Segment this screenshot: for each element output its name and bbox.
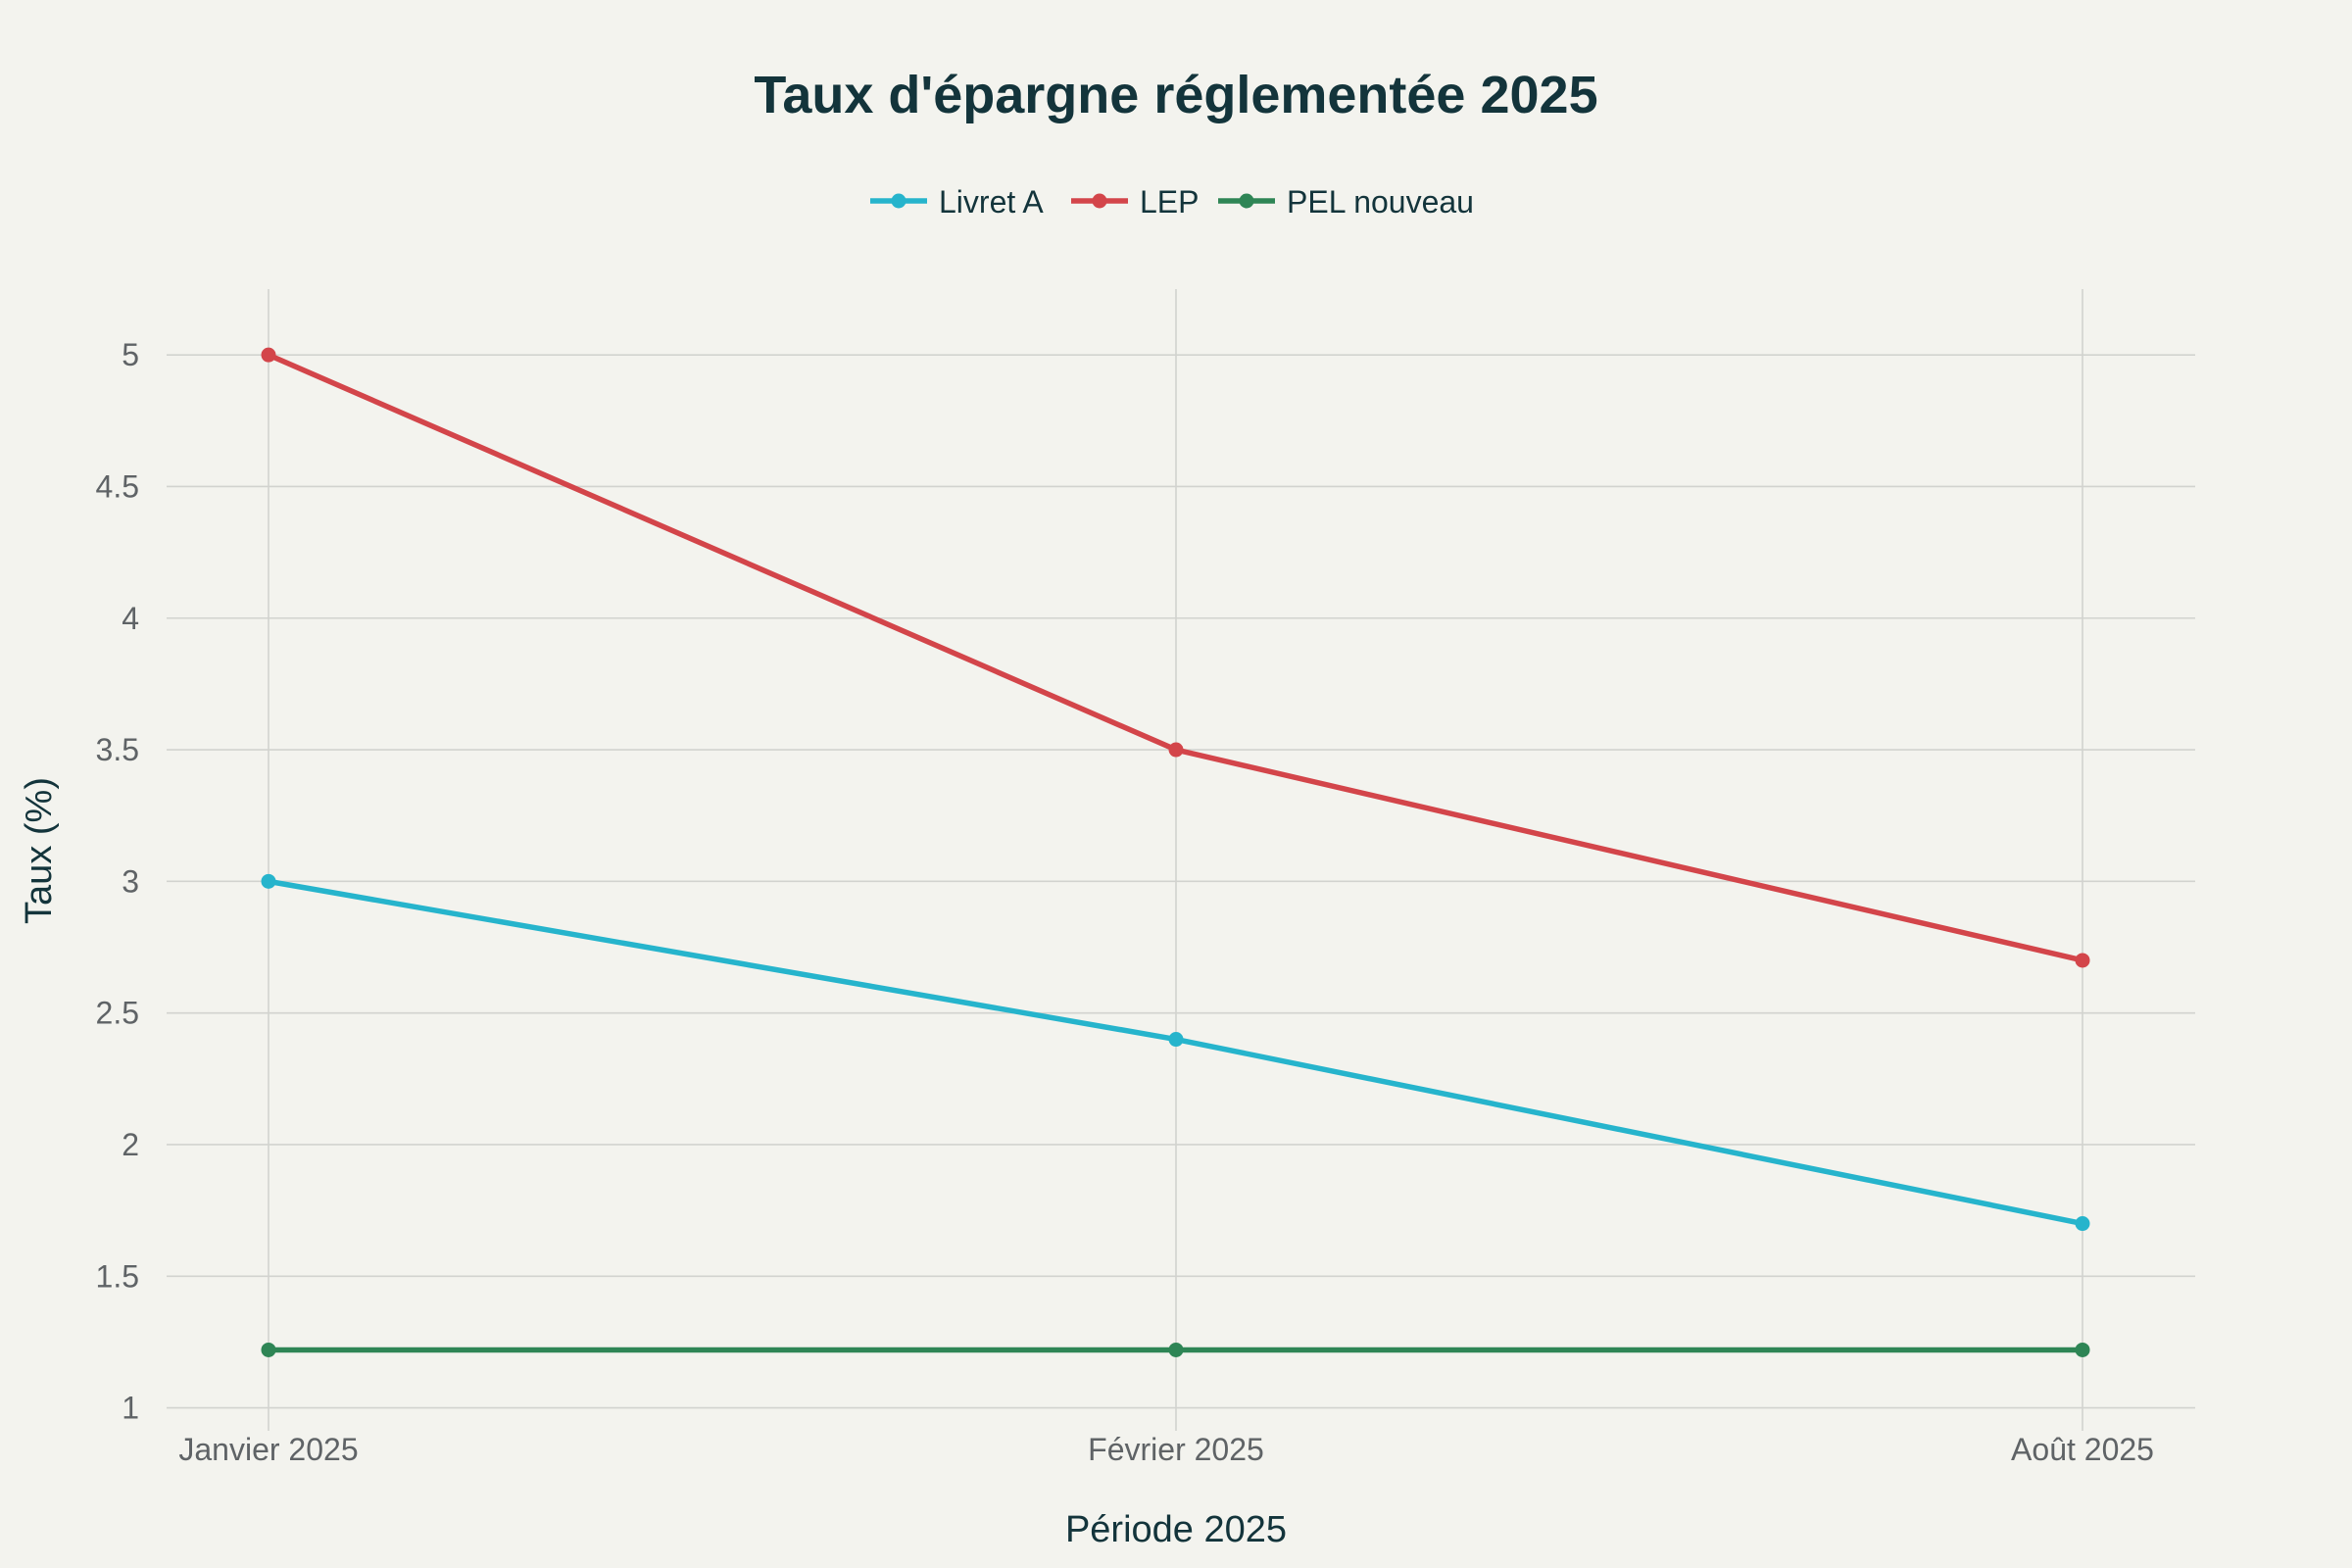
y-tick-label: 4.5 [96, 468, 139, 504]
legend-item[interactable]: LEP [1071, 184, 1199, 220]
legend-label: LEP [1140, 184, 1199, 220]
y-tick-label: 2.5 [96, 996, 139, 1031]
y-tick-label: 1.5 [96, 1258, 139, 1294]
tick-labels: 1 1.5 2 2.5 3 3.5 4 4.5 5 Janvier 2025 Février 202… [96, 337, 2154, 1467]
x-tick-label: Février 2025 [1088, 1432, 1264, 1467]
data-point[interactable] [262, 1343, 276, 1357]
y-tick-label: 1 [122, 1391, 139, 1426]
y-tick-label: 3.5 [96, 732, 139, 767]
data-point[interactable] [1169, 1032, 1184, 1047]
y-axis-title: Taux (%) [19, 777, 60, 924]
data-point[interactable] [2076, 1216, 2090, 1231]
grid [167, 289, 2195, 1431]
x-tick-label: Janvier 2025 [178, 1432, 358, 1467]
y-tick-label: 3 [122, 863, 139, 899]
x-axis-title: Période 2025 [1065, 1509, 1287, 1550]
legend[interactable]: Livret A LEP PEL nouveau [870, 184, 1474, 220]
legend-label: PEL nouveau [1287, 184, 1474, 220]
y-tick-label: 4 [122, 601, 139, 636]
y-tick-label: 5 [122, 337, 139, 372]
legend-marker [1093, 194, 1107, 209]
legend-marker [892, 194, 906, 209]
chart-title: Taux d'épargne réglementée 2025 [754, 66, 1597, 124]
series-pel-nouveau [262, 1343, 2090, 1357]
data-point[interactable] [262, 874, 276, 889]
x-tick-label: Août 2025 [2011, 1432, 2154, 1467]
legend-item[interactable]: Livret A [870, 184, 1044, 220]
data-point[interactable] [1169, 1343, 1184, 1357]
data-point[interactable] [2076, 1343, 2090, 1357]
y-tick-label: 2 [122, 1127, 139, 1162]
data-point[interactable] [2076, 953, 2090, 967]
data-point[interactable] [1169, 743, 1184, 758]
legend-label: Livret A [939, 184, 1044, 220]
legend-marker [1240, 194, 1254, 209]
data-point[interactable] [262, 348, 276, 363]
legend-item[interactable]: PEL nouveau [1218, 184, 1474, 220]
